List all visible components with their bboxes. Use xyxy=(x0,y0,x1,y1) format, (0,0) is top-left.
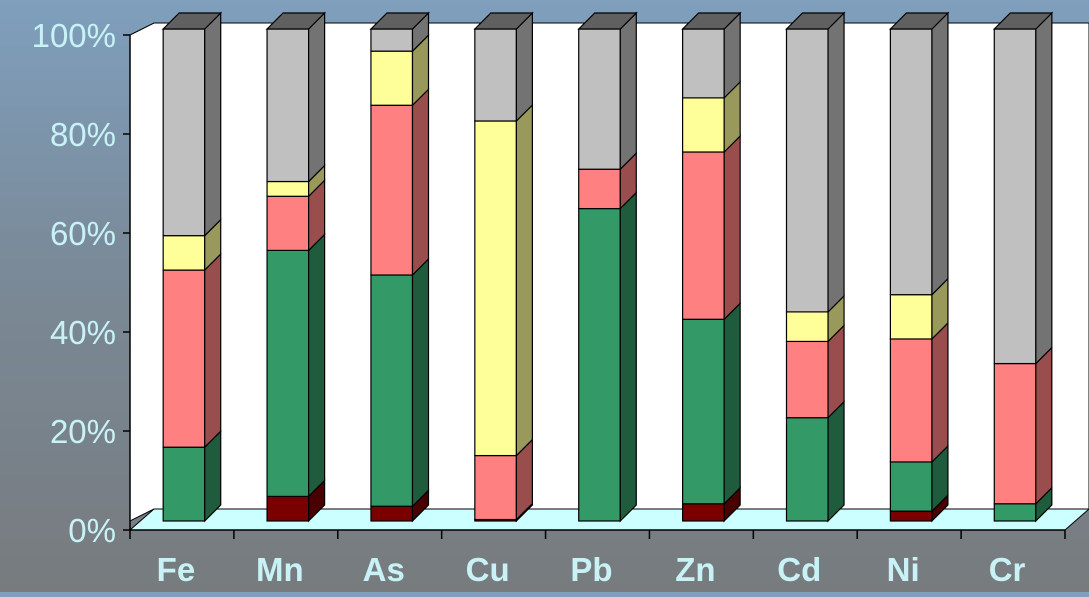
bar-stack-mn xyxy=(265,11,327,523)
bar-top xyxy=(785,12,846,30)
bar-segment xyxy=(889,294,933,340)
chart-labels: 0% 20% 40% 60% 80% 100% Fe Mn As Cu Pb Zn Cd Ni Cr xyxy=(32,17,1026,588)
bar-segment-side xyxy=(308,232,326,498)
bar-stack-pb xyxy=(577,11,638,523)
bar-segment xyxy=(578,207,621,522)
bar-stack-as xyxy=(369,11,430,523)
bar-segment xyxy=(993,362,1037,505)
bar-segment xyxy=(993,28,1037,365)
bar-segment xyxy=(162,446,206,522)
bar-segment-side xyxy=(1035,11,1053,366)
bar-segment-side xyxy=(1035,346,1053,506)
bar-segment xyxy=(682,28,725,99)
bar-segment xyxy=(266,195,310,251)
bar-segment xyxy=(370,50,414,106)
x-tick-label: As xyxy=(363,551,405,588)
bar-stack-cr xyxy=(992,11,1054,523)
bar-segment-side xyxy=(619,11,637,171)
bar-segment xyxy=(682,97,725,153)
bar-stack-cu xyxy=(473,11,534,523)
chart-bars xyxy=(161,11,1054,523)
bar-segment xyxy=(993,503,1037,522)
bar-segment-side xyxy=(723,134,741,321)
bar-segment-side xyxy=(204,252,222,449)
y-tick-label: 0% xyxy=(68,512,116,549)
x-tick-label: Zn xyxy=(675,551,715,588)
bar-segment-side xyxy=(827,11,845,314)
bar-segment xyxy=(785,311,829,343)
bar-segment xyxy=(370,505,414,522)
bar-top xyxy=(161,12,223,30)
y-tick-label: 40% xyxy=(50,314,116,351)
bar-segment xyxy=(162,269,206,448)
bar-segment xyxy=(474,454,517,521)
bar-segment-side xyxy=(931,11,949,297)
bar-segment xyxy=(266,180,310,197)
x-tick-label: Mn xyxy=(256,551,304,588)
bar-segment xyxy=(578,28,621,170)
bar-segment xyxy=(370,104,414,276)
x-tick-label: Cr xyxy=(989,551,1026,588)
bar-segment xyxy=(889,510,933,522)
bar-segment xyxy=(370,28,414,52)
bar-segment-side xyxy=(411,257,430,508)
bar-top xyxy=(265,12,327,30)
bar-segment-side xyxy=(723,301,741,506)
bar-segment xyxy=(889,461,933,512)
y-tick-label: 80% xyxy=(50,116,116,153)
bar-top xyxy=(473,12,534,30)
bar-segment xyxy=(785,340,829,419)
bar-segment-side xyxy=(308,11,326,183)
bar-segment xyxy=(162,28,206,237)
bar-stack-ni xyxy=(888,11,950,523)
bar-segment xyxy=(474,28,517,122)
bar-top xyxy=(577,12,638,30)
bar-segment xyxy=(682,318,725,505)
bar-top xyxy=(369,12,430,30)
bar-segment-side xyxy=(515,103,533,458)
y-tick-label: 100% xyxy=(32,17,116,54)
y-tick-label: 60% xyxy=(50,215,116,252)
bar-segment xyxy=(578,168,621,210)
bar-segment xyxy=(785,417,829,522)
bar-segment xyxy=(266,249,310,497)
bar-top xyxy=(888,12,950,30)
bar-stack-zn xyxy=(681,11,742,523)
x-tick-label: Cu xyxy=(466,551,510,588)
bar-stack-fe xyxy=(161,11,223,523)
bar-segment xyxy=(474,120,517,457)
bar-segment-side xyxy=(411,87,430,277)
bar-segment xyxy=(266,495,310,522)
bar-segment xyxy=(889,338,933,463)
bar-stack-cd xyxy=(785,11,846,523)
bar-segment xyxy=(682,151,725,320)
bar-segment xyxy=(785,28,829,313)
bar-segment xyxy=(889,28,933,296)
x-tick-label: Fe xyxy=(157,551,196,588)
bar-top xyxy=(992,12,1054,30)
bar-segment-side xyxy=(931,321,949,464)
y-tick-label: 20% xyxy=(50,413,116,450)
bar-segment xyxy=(370,274,414,507)
bar-segment-side xyxy=(827,400,845,523)
bar-segment xyxy=(162,235,206,271)
x-tick-label: Ni xyxy=(887,551,920,588)
bar-segment-side xyxy=(515,11,533,123)
bar-segment xyxy=(682,503,725,522)
x-tick-label: Pb xyxy=(570,551,612,588)
bar-segment-side xyxy=(619,191,637,523)
bar-top xyxy=(681,12,742,30)
bar-segment xyxy=(266,28,310,183)
bar-segment-side xyxy=(204,11,222,238)
chart-axes xyxy=(123,34,1066,539)
x-tick-label: Cd xyxy=(777,551,821,588)
